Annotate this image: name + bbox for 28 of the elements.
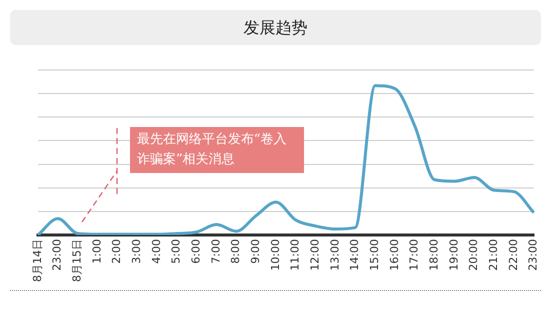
x-tick-label: 14:00: [348, 239, 362, 271]
x-tick-label: 6:00: [190, 239, 203, 264]
x-tick-label: 15:00: [368, 239, 382, 271]
x-tick-label: 21:00: [486, 239, 500, 271]
x-tick-label: 8月14日: [30, 239, 44, 282]
x-tick-label: 3:00: [130, 239, 144, 264]
x-tick-label: 1:00: [90, 239, 104, 264]
x-tick-label: 10:00: [268, 239, 282, 271]
x-tick-label: 8月15日: [70, 239, 84, 282]
x-tick-label: 9:00: [249, 239, 262, 264]
x-tick-label: 17:00: [408, 239, 421, 271]
x-tick-label: 18:00: [428, 239, 440, 271]
x-tick-label: 4:00: [150, 239, 163, 264]
chart-title: 发展趋势: [10, 10, 541, 45]
x-tick-label: 5:00: [170, 239, 183, 264]
x-tick-label: 2:00: [110, 239, 124, 264]
x-tick-label: 12:00: [308, 239, 322, 271]
x-tick-label: 23:00: [526, 239, 540, 271]
annotation: 最先在网络平台发布“卷入诈骗案”相关消息: [130, 127, 304, 173]
x-tick-label: 16:00: [388, 239, 401, 271]
x-tick-label: 22:00: [506, 239, 520, 271]
x-tick-label: 7:00: [209, 239, 222, 264]
x-tick-label: 13:00: [328, 239, 342, 271]
x-tick-label: 8:00: [229, 239, 242, 264]
x-tick-label: 20:00: [467, 239, 480, 271]
x-tick-label: 11:00: [288, 239, 302, 271]
x-tick-label: 19:00: [447, 239, 460, 271]
x-tick-label: 23:00: [50, 239, 64, 271]
